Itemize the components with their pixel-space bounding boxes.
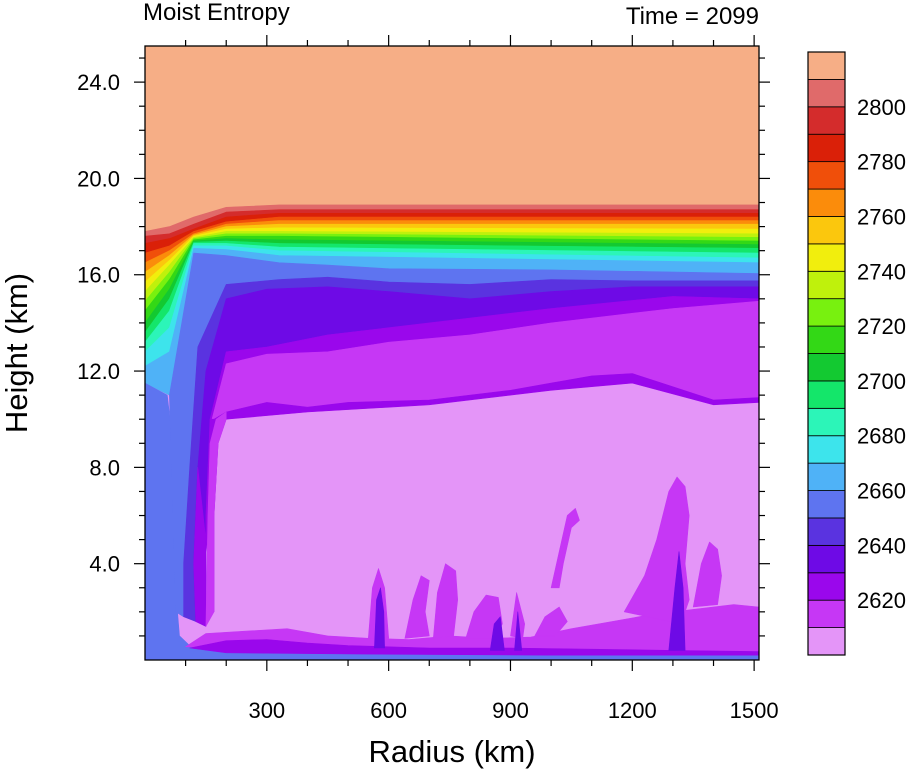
contour-region-25 (189, 639, 759, 656)
colorbar-swatch-2760 (807, 188, 846, 217)
colorbar-swatch-2810 (807, 51, 846, 80)
y-tick-label: 12.0 (77, 359, 120, 384)
colorbar-label: 2660 (857, 479, 906, 504)
colorbar-label: 2720 (857, 314, 906, 339)
y-tick-label: 8.0 (89, 455, 120, 480)
colorbar-swatch-2630 (807, 544, 846, 574)
contour-region-22 (193, 373, 759, 627)
time-label: Time = 2099 (626, 3, 759, 30)
colorbar-swatch-2780 (807, 133, 846, 163)
colorbar-label: 2700 (857, 369, 906, 394)
colorbar-swatch-2690 (807, 380, 846, 409)
y-tick-label: 16.0 (77, 263, 120, 288)
colorbar-swatch-2650 (807, 490, 846, 519)
colorbar-swatch-2700 (807, 353, 846, 382)
x-tick-label: 600 (370, 698, 407, 723)
colorbar-swatch-2710 (807, 325, 846, 354)
colorbar-frame (807, 51, 846, 656)
contour-region-34 (534, 606, 568, 637)
y-axis-label: Height (km) (0, 273, 34, 433)
colorbar-label: 2620 (857, 588, 906, 613)
colorbar-label: 2740 (857, 259, 906, 284)
contour-region-29 (432, 563, 459, 639)
contour-region-33 (514, 611, 523, 651)
y-axis-ticks (134, 57, 770, 637)
y-axis-tick-labels: 4.0 8.0 12.0 16.0 20.0 24.0 (77, 70, 120, 577)
contour-region-36 (623, 476, 690, 625)
colorbar-swatch-2770 (807, 161, 846, 190)
colorbar-label: 2640 (857, 533, 906, 558)
y-tick-label: 4.0 (89, 552, 120, 577)
contour-region-38 (668, 551, 686, 651)
x-tick-label: 300 (248, 698, 285, 723)
x-tick-label: 900 (492, 698, 529, 723)
colorbar-swatch-2590 (807, 627, 846, 656)
colorbar-swatch-2800 (807, 79, 846, 108)
colorbar (807, 51, 846, 656)
colorbar-swatch-2610 (807, 599, 846, 628)
colorbar-swatch-2720 (807, 298, 846, 327)
y-tick-label: 24.0 (77, 70, 120, 95)
contour-regions (145, 46, 759, 660)
colorbar-swatch-2620 (807, 572, 846, 601)
colorbar-label: 2680 (857, 424, 906, 449)
colorbar-swatch-2730 (807, 270, 846, 300)
colorbar-swatch-2790 (807, 106, 846, 135)
colorbar-swatch-2660 (807, 462, 846, 491)
colorbar-swatch-2640 (807, 517, 846, 546)
x-axis-label: Radius (km) (368, 734, 535, 769)
contour-region-27 (374, 587, 385, 649)
plot-frame (144, 45, 760, 661)
colorbar-label: 2760 (857, 204, 906, 229)
contour-region-35 (550, 507, 580, 589)
contour-region-37 (692, 541, 722, 608)
plot-area (145, 46, 759, 660)
colorbar-swatch-2670 (807, 435, 846, 464)
chart-title: Moist Entropy (143, 0, 290, 26)
colorbar-swatch-2750 (807, 216, 846, 245)
colorbar-labels: 2620 2640 2660 2680 2700 2720 2740 2760 2780 2800 (857, 95, 906, 613)
colorbar-swatch-2680 (807, 407, 846, 437)
x-axis-tick-labels: 300 600 900 1200 1500 (248, 698, 778, 723)
colorbar-label: 2780 (857, 150, 906, 175)
contour-region-28 (404, 575, 430, 639)
contour-region-0 (145, 46, 759, 232)
colorbar-label: 2800 (857, 95, 906, 120)
x-tick-label: 1200 (608, 698, 657, 723)
x-axis-ticks (185, 35, 755, 671)
y-tick-label: 20.0 (77, 166, 120, 191)
contour-region-31 (489, 616, 505, 651)
colorbar-swatch-2740 (807, 243, 846, 272)
x-tick-label: 1500 (730, 698, 779, 723)
contour-region-23 (205, 411, 227, 627)
